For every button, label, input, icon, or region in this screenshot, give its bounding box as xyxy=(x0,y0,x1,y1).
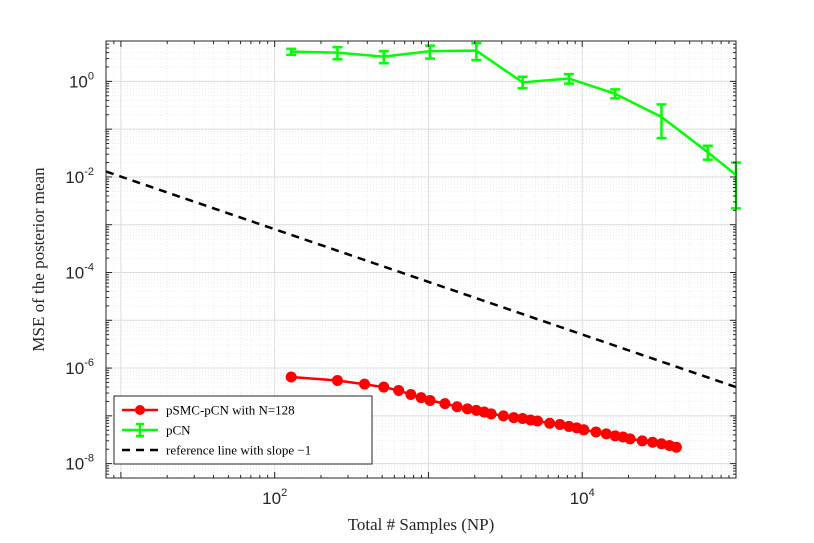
psmc-point xyxy=(578,424,590,436)
psmc-point xyxy=(532,415,544,427)
psmc-point xyxy=(424,394,436,406)
y-axis-label: MSE of the posterior mean xyxy=(29,167,48,352)
x-tick-label: 102 xyxy=(262,487,287,508)
psmc-point xyxy=(451,401,463,413)
legend-items: pSMC-pCN with N=128 pCN reference line w… xyxy=(122,403,311,458)
legend-marker-psmc xyxy=(135,405,145,415)
psmc-point xyxy=(461,403,473,415)
series-layer xyxy=(105,41,741,453)
y-tick-label: 10-6 xyxy=(65,357,94,378)
psmc-point xyxy=(285,371,297,383)
y-tick-label: 10-8 xyxy=(65,453,94,474)
y-tick-label: 100 xyxy=(69,70,94,91)
psmc-point xyxy=(554,418,566,430)
psmc-point xyxy=(359,378,371,390)
psmc-point xyxy=(497,410,509,422)
legend: pSMC-pCN with N=128 pCN reference line w… xyxy=(113,395,373,465)
ticks: 100 10-2 10-4 10-6 10-8 102 104 xyxy=(65,40,737,508)
psmc-point xyxy=(393,384,405,396)
psmc-point xyxy=(378,381,390,393)
psmc-point xyxy=(624,433,636,445)
psmc-point xyxy=(331,374,343,386)
legend-label: pSMC-pCN with N=128 xyxy=(166,403,295,418)
x-axis-label: Total # Samples (NP) xyxy=(348,515,495,534)
y-tick-label: 10-2 xyxy=(65,166,94,187)
psmc-point xyxy=(439,398,451,410)
x-tick-label: 104 xyxy=(570,487,595,508)
psmc-point xyxy=(670,441,682,453)
legend-label: pCN xyxy=(166,423,191,438)
grid xyxy=(105,40,737,479)
psmc-point xyxy=(636,435,648,447)
psmc-point xyxy=(405,388,417,400)
psmc-point xyxy=(647,436,659,448)
y-tick-label: 10-4 xyxy=(65,261,94,282)
psmc-point xyxy=(590,426,602,438)
psmc-point xyxy=(485,408,497,420)
psmc-point xyxy=(544,417,556,429)
psmc-point xyxy=(600,428,612,440)
pcn-line xyxy=(291,49,737,176)
legend-label: reference line with slope −1 xyxy=(166,443,311,458)
